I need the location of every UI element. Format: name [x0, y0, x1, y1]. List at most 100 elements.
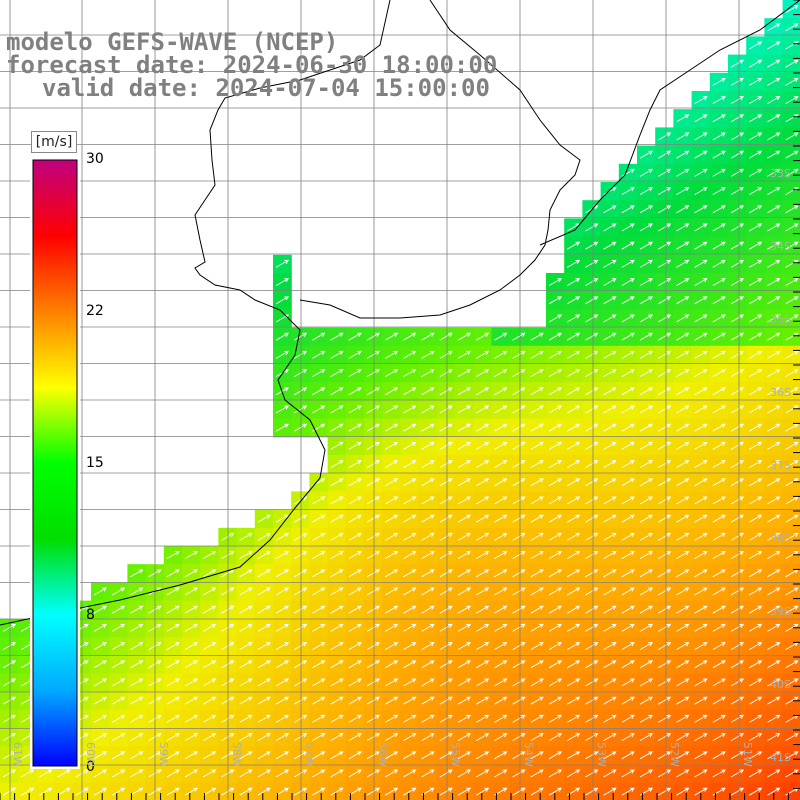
wind-arrow — [421, 514, 435, 523]
wind-arrow — [748, 660, 763, 669]
wind-arrow — [239, 642, 253, 650]
wind-arrow — [603, 205, 617, 214]
wind-arrow — [221, 751, 235, 760]
wind-arrow — [694, 205, 708, 214]
wind-arrow — [366, 623, 381, 632]
wind-arrow — [785, 660, 799, 669]
wind-arrow — [566, 496, 581, 505]
wind-arrow — [621, 678, 635, 687]
wind-arrow — [639, 168, 654, 177]
wind-arrow — [530, 769, 544, 778]
wind-arrow — [457, 660, 472, 669]
wind-arrow — [348, 733, 362, 741]
wind-arrow — [239, 678, 253, 687]
longitude-label: 52W — [668, 742, 681, 767]
wind-arrow — [257, 696, 271, 705]
wind-arrow — [330, 569, 344, 578]
wind-arrow — [712, 587, 726, 596]
wind-arrow — [330, 441, 344, 450]
wind-arrow — [275, 733, 290, 741]
wind-arrow — [166, 569, 180, 578]
wind-arrow — [621, 350, 635, 359]
wind-arrow — [348, 605, 362, 614]
wind-arrow — [621, 496, 635, 505]
wind-arrow — [785, 241, 799, 250]
wind-arrow — [530, 623, 544, 632]
wind-arrow — [748, 642, 763, 650]
wind-arrow — [730, 332, 745, 341]
wind-arrow — [257, 733, 271, 741]
wind-arrow — [603, 623, 617, 632]
wind-arrow — [457, 350, 472, 359]
wind-arrow — [676, 460, 690, 468]
wind-arrow — [676, 532, 690, 541]
wind-arrow — [603, 296, 617, 305]
wind-arrow — [530, 696, 544, 705]
wind-arrow — [621, 787, 635, 796]
wind-arrow — [621, 660, 635, 669]
wind-arrow — [275, 569, 290, 578]
wind-arrow — [694, 787, 708, 796]
wind-arrow — [767, 496, 781, 505]
wind-arrow — [585, 623, 599, 632]
wind-arrow — [639, 660, 654, 669]
wind-arrow — [694, 96, 708, 104]
wind-arrow — [330, 460, 344, 468]
wind-arrow — [202, 714, 217, 723]
wind-arrow — [639, 387, 654, 396]
wind-arrow — [366, 350, 381, 359]
wind-arrow — [767, 605, 781, 614]
wind-arrow — [330, 642, 344, 650]
wind-arrow — [603, 678, 617, 687]
wind-arrow — [330, 496, 344, 505]
wind-arrow — [621, 478, 635, 487]
wind-arrow — [785, 478, 799, 487]
wind-arrow — [785, 278, 799, 286]
colorbar-tick-30: 30 — [86, 151, 104, 167]
wind-arrow — [767, 23, 781, 32]
wind-arrow — [239, 751, 253, 760]
wind-arrow — [512, 532, 526, 541]
wind-arrow — [512, 569, 526, 578]
wind-arrow — [712, 569, 726, 578]
wind-arrow — [293, 678, 308, 687]
wind-arrow — [603, 478, 617, 487]
wind-arrow — [366, 405, 381, 414]
wind-arrow — [657, 660, 672, 669]
wind-arrow — [184, 642, 199, 650]
wind-arrow — [767, 514, 781, 523]
wind-arrow — [421, 751, 435, 760]
wind-arrow — [20, 769, 35, 778]
wind-arrow — [767, 114, 781, 123]
wind-arrow — [403, 569, 417, 578]
latitude-label: 34S — [770, 240, 791, 253]
wind-arrow — [639, 369, 654, 377]
wind-arrow — [748, 132, 763, 141]
wind-arrow — [239, 696, 253, 705]
wind-arrow — [166, 751, 180, 760]
wind-arrow — [530, 350, 544, 359]
wind-arrow — [676, 187, 690, 195]
wind-arrow — [166, 623, 180, 632]
wind-arrow — [366, 696, 381, 705]
wind-arrow — [694, 460, 708, 468]
wind-arrow — [512, 787, 526, 796]
longitude-label: 54W — [522, 742, 535, 767]
wind-arrow — [293, 405, 308, 414]
wind-arrow — [512, 496, 526, 505]
wind-arrow — [293, 551, 308, 559]
wind-arrow — [566, 259, 581, 268]
wind-arrow — [184, 733, 199, 741]
wind-arrow — [130, 660, 144, 669]
wind-arrow — [748, 168, 763, 177]
wind-arrow — [785, 223, 799, 232]
wind-arrow — [603, 569, 617, 578]
wind-arrow — [621, 223, 635, 232]
wind-arrow — [748, 514, 763, 523]
wind-arrow — [2, 751, 17, 760]
colorbar-tick-15: 15 — [86, 455, 104, 471]
wind-arrow — [512, 405, 526, 414]
wind-arrow — [530, 423, 544, 432]
wind-arrow — [421, 733, 435, 741]
